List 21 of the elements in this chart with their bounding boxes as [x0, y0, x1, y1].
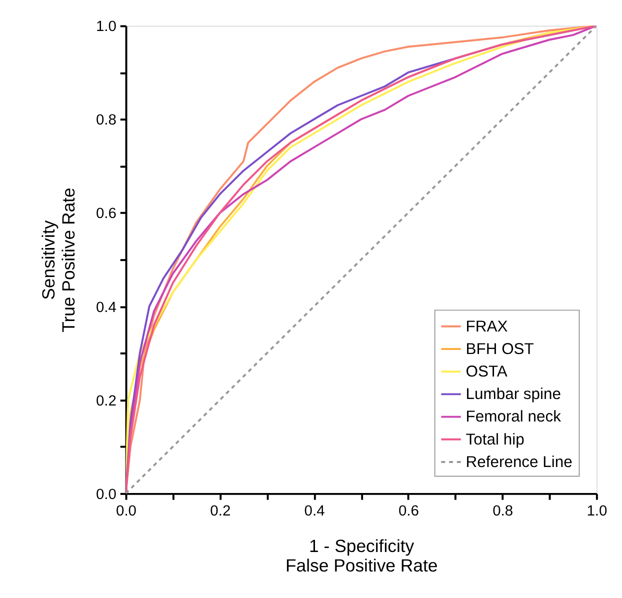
legend-label: BFH OST [466, 340, 534, 358]
legend-label: Femoral neck [466, 408, 562, 426]
y-tick-label: 0.8 [96, 112, 116, 129]
legend-label: OSTA [466, 364, 508, 381]
y-tick-label: 1.0 [96, 19, 116, 36]
legend-label: Total hip [466, 431, 525, 448]
y-tick-label: 0.0 [96, 486, 116, 503]
x-tick-label: 0.4 [304, 504, 325, 520]
x-tick-label: 0.6 [398, 504, 419, 520]
x-tick-label: 0.0 [116, 504, 136, 520]
x-axis-title: 1 - Specificity False Positive Rate [285, 536, 438, 576]
x-tick-label: 1.0 [586, 504, 608, 520]
x-tick-label: 0.2 [210, 504, 231, 520]
y-tick-label: 0.4 [96, 300, 116, 316]
x-tick-label: 0.8 [492, 504, 514, 520]
y-axis-title: Sensitivity True Positive Rate [38, 188, 78, 332]
legend-label: FRAX [466, 318, 508, 336]
y-tick-label: 0.2 [96, 393, 116, 410]
legend-label: Reference Line [466, 454, 573, 471]
y-tick-label: 0.6 [96, 206, 116, 222]
legend-label: Lumbar spine [466, 386, 562, 404]
